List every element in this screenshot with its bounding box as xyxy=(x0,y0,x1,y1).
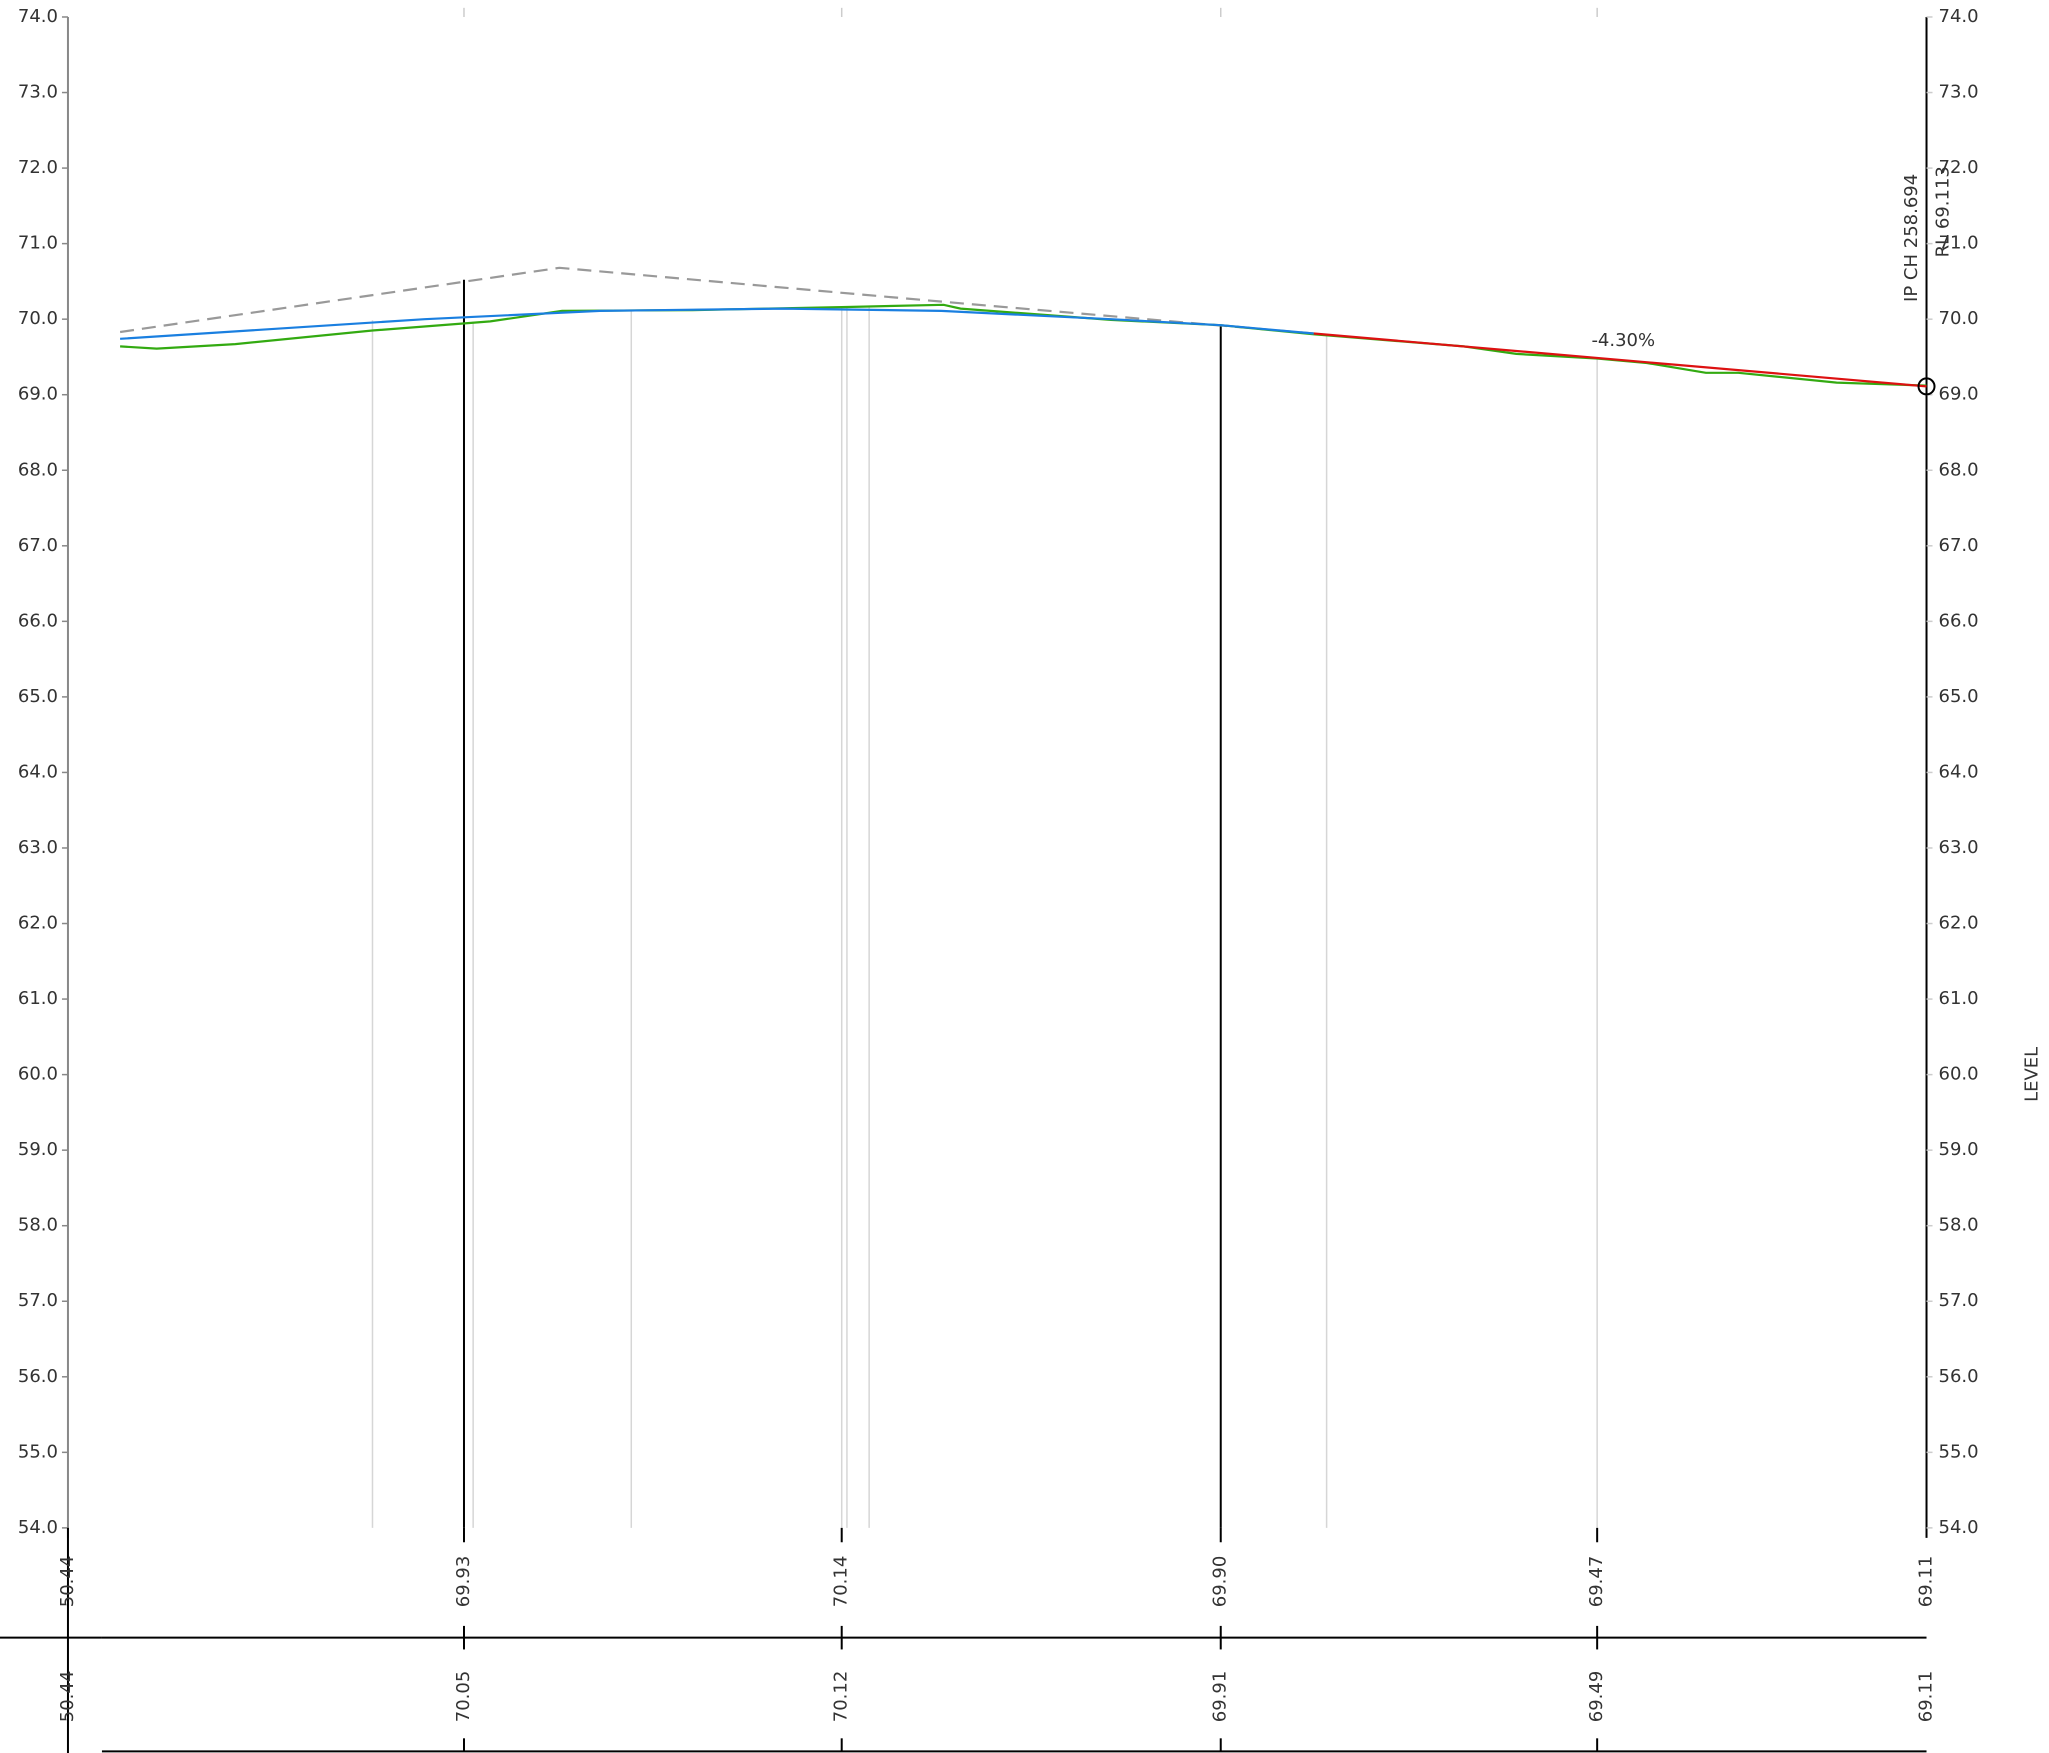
y-tick-label: 72.0 xyxy=(18,157,58,178)
y2-tick-label: 69.0 xyxy=(1939,384,1979,405)
ip-level: RL 69.113 xyxy=(1933,166,1954,257)
y2-tick-label: 73.0 xyxy=(1939,82,1979,103)
y-tick-label: 57.0 xyxy=(18,1290,58,1311)
y2-tick-label: 72.0 xyxy=(1939,157,1979,178)
y2-tick-label: 62.0 xyxy=(1939,913,1979,934)
y-tick-label: 70.0 xyxy=(18,308,58,329)
y-tick-label: 65.0 xyxy=(18,686,58,707)
profile-line xyxy=(120,303,1927,387)
grade-label: -4.30% xyxy=(1591,330,1655,351)
y2-tick-label: 56.0 xyxy=(1939,1366,1979,1387)
y2-tick-label: 65.0 xyxy=(1939,686,1979,707)
right-axis-label: LEVEL xyxy=(2021,1047,2042,1102)
ip-chainage: IP CH 258.694 xyxy=(1901,174,1922,302)
band-value: 69.93 xyxy=(453,1556,474,1608)
y-tick-label: 73.0 xyxy=(18,82,58,103)
band-value: 70.14 xyxy=(831,1556,852,1608)
y-tick-label: 56.0 xyxy=(18,1366,58,1387)
y-tick-label: 61.0 xyxy=(18,988,58,1009)
y-tick-label: 62.0 xyxy=(18,913,58,934)
y2-tick-label: 55.0 xyxy=(1939,1441,1979,1462)
profile-line xyxy=(1313,332,1927,388)
band-value: 69.11 xyxy=(1916,1671,1937,1723)
y2-tick-label: 63.0 xyxy=(1939,837,1979,858)
band-value: 70.12 xyxy=(831,1671,852,1723)
y-tick-label: 71.0 xyxy=(18,233,58,254)
y-tick-label: 63.0 xyxy=(18,837,58,858)
y2-tick-label: 57.0 xyxy=(1939,1290,1979,1311)
y-tick-label: 67.0 xyxy=(18,535,58,556)
y2-tick-label: 66.0 xyxy=(1939,610,1979,631)
y2-tick-label: 71.0 xyxy=(1939,233,1979,254)
band-value: 69.11 xyxy=(1916,1556,1937,1608)
y-tick-label: 58.0 xyxy=(18,1215,58,1236)
y2-tick-label: 59.0 xyxy=(1939,1139,1979,1160)
band-value: 70.05 xyxy=(453,1671,474,1723)
y-tick-label: 59.0 xyxy=(18,1139,58,1160)
y2-tick-label: 74.0 xyxy=(1939,6,1979,27)
y-tick-label: 66.0 xyxy=(18,610,58,631)
band-value: 69.91 xyxy=(1210,1671,1231,1723)
band-value: 50.44 xyxy=(57,1556,78,1608)
y-tick-label: 69.0 xyxy=(18,384,58,405)
y2-tick-label: 67.0 xyxy=(1939,535,1979,556)
y-tick-label: 64.0 xyxy=(18,761,58,782)
y-tick-label: 68.0 xyxy=(18,459,58,480)
y2-tick-label: 61.0 xyxy=(1939,988,1979,1009)
design-ip-line xyxy=(119,266,1314,335)
band-value: 50.44 xyxy=(57,1671,78,1723)
band-value: 69.90 xyxy=(1210,1556,1231,1608)
y2-tick-label: 64.0 xyxy=(1939,761,1979,782)
y2-tick-label: 58.0 xyxy=(1939,1215,1979,1236)
y2-tick-label: 54.0 xyxy=(1939,1517,1979,1538)
y2-tick-label: 68.0 xyxy=(1939,459,1979,480)
ip-marker xyxy=(1917,377,1936,396)
profile-line xyxy=(120,307,1314,340)
y2-tick-label: 60.0 xyxy=(1939,1064,1979,1085)
y-tick-label: 55.0 xyxy=(18,1441,58,1462)
y-tick-label: 60.0 xyxy=(18,1064,58,1085)
y2-tick-label: 70.0 xyxy=(1939,308,1979,329)
y-tick-label: 74.0 xyxy=(18,6,58,27)
band-value: 69.49 xyxy=(1586,1671,1607,1723)
y-tick-label: 54.0 xyxy=(18,1517,58,1538)
band-value: 69.47 xyxy=(1586,1556,1607,1608)
